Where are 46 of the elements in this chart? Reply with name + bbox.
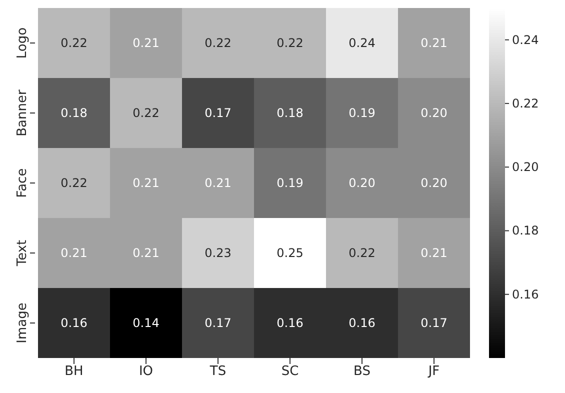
data-label: 0.21 bbox=[204, 176, 232, 190]
x-tick-label: BS bbox=[354, 364, 370, 380]
x-tick-label: JF bbox=[427, 364, 440, 380]
data-label: 0.22 bbox=[60, 176, 88, 190]
data-label: 0.17 bbox=[204, 316, 232, 330]
data-label: 0.19 bbox=[348, 106, 376, 120]
data-label: 0.23 bbox=[204, 246, 232, 260]
data-label: 0.21 bbox=[132, 246, 160, 260]
data-label: 0.22 bbox=[132, 106, 160, 120]
data-label: 0.16 bbox=[60, 316, 88, 330]
data-label: 0.16 bbox=[348, 316, 376, 330]
data-label: 0.22 bbox=[204, 36, 232, 50]
y-tick-label: Face bbox=[15, 168, 30, 198]
x-tick-label: IO bbox=[138, 364, 154, 380]
data-label: 0.25 bbox=[276, 246, 304, 260]
color-bar-label: 0.16 bbox=[512, 287, 539, 302]
y-tick-label: Text bbox=[15, 240, 30, 268]
x-tick-label: TS bbox=[208, 364, 226, 380]
data-label: 0.14 bbox=[132, 316, 160, 330]
data-label: 0.24 bbox=[348, 36, 376, 50]
y-tick-label: Banner bbox=[15, 89, 30, 136]
color-bar-label: 0.20 bbox=[512, 160, 539, 174]
data-label: 0.17 bbox=[204, 106, 232, 120]
color-bar-label: 0.18 bbox=[512, 224, 539, 238]
data-label: 0.17 bbox=[420, 316, 448, 330]
data-label: 0.21 bbox=[60, 246, 88, 260]
data-label: 0.19 bbox=[276, 176, 304, 190]
data-label: 0.22 bbox=[276, 36, 304, 50]
color-bar-label: 0.22 bbox=[512, 96, 539, 110]
data-label: 0.22 bbox=[348, 246, 376, 260]
color-bar-label: 0.24 bbox=[512, 32, 539, 47]
y-tick-label: Image bbox=[15, 302, 30, 344]
data-label: 0.21 bbox=[132, 176, 160, 190]
data-label: 0.18 bbox=[60, 106, 88, 120]
data-label: 0.21 bbox=[420, 36, 448, 50]
y-tick-label: Logo bbox=[15, 27, 30, 59]
data-label: 0.20 bbox=[420, 176, 448, 190]
x-tick-label: SC bbox=[281, 364, 299, 380]
data-label: 0.16 bbox=[276, 316, 304, 330]
data-label: 0.21 bbox=[132, 36, 160, 50]
data-label: 0.22 bbox=[60, 36, 88, 50]
data-label: 0.20 bbox=[420, 106, 448, 120]
data-label: 0.21 bbox=[420, 246, 448, 260]
data-label: 0.20 bbox=[348, 176, 376, 190]
data-label: 0.18 bbox=[276, 106, 304, 120]
x-tick-label: BH bbox=[64, 364, 84, 380]
